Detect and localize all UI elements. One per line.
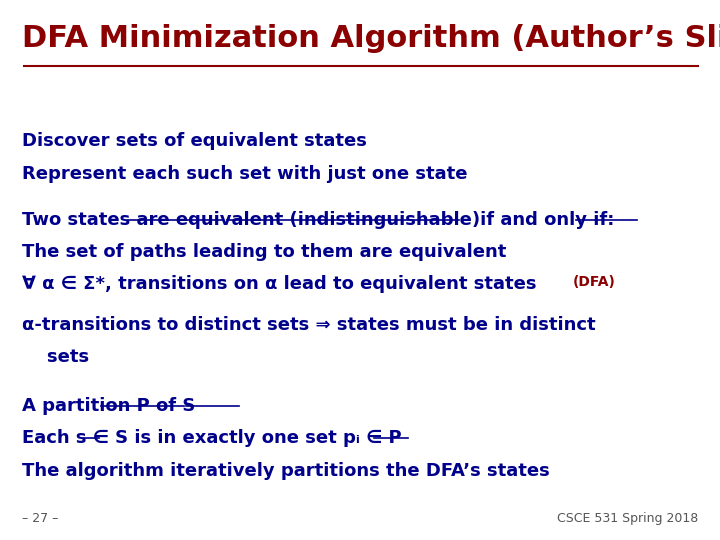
Text: Represent each such set with just one state: Represent each such set with just one st… [22, 165, 467, 183]
Text: CSCE 531 Spring 2018: CSCE 531 Spring 2018 [557, 512, 698, 525]
Text: The set of paths leading to them are equivalent: The set of paths leading to them are equ… [22, 243, 506, 261]
Text: Discover sets of equivalent states: Discover sets of equivalent states [22, 132, 366, 150]
Text: (DFA): (DFA) [572, 275, 616, 289]
Text: α-transitions to distinct sets ⇒ states must be in distinct: α-transitions to distinct sets ⇒ states … [22, 316, 595, 334]
Text: Each s ∈ S is in exactly one set pᵢ ∈ P: Each s ∈ S is in exactly one set pᵢ ∈ P [22, 429, 401, 447]
Text: Two states are equivalent (indistinguishable)if and only if:: Two states are equivalent (indistinguish… [22, 211, 614, 228]
Text: A partition P of S: A partition P of S [22, 397, 195, 415]
Text: ∀ α ∈ Σ*, transitions on α lead to equivalent states: ∀ α ∈ Σ*, transitions on α lead to equiv… [22, 275, 536, 293]
Text: The algorithm iteratively partitions the DFA’s states: The algorithm iteratively partitions the… [22, 462, 549, 480]
Text: DFA Minimization Algorithm (Author’s Slide): DFA Minimization Algorithm (Author’s Sli… [22, 24, 720, 53]
Text: sets: sets [22, 348, 89, 366]
Text: – 27 –: – 27 – [22, 512, 58, 525]
